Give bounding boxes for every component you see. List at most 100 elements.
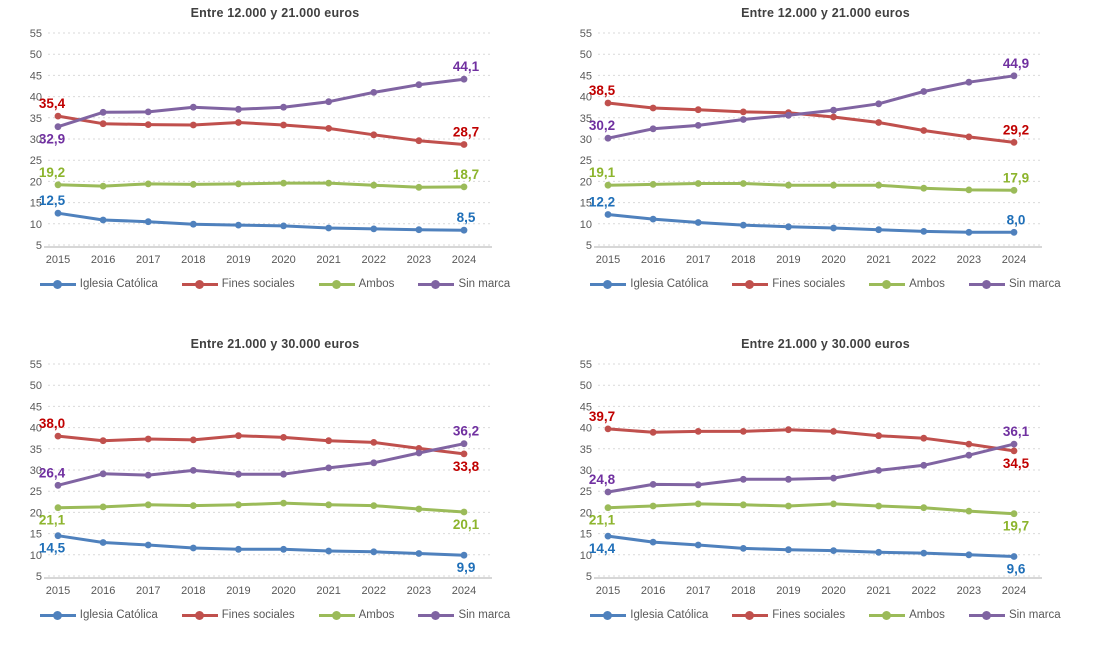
- legend-marker-dot: [981, 279, 991, 289]
- y-axis-tick-label: 50: [580, 380, 592, 392]
- data-point-fines-sociales: [785, 426, 792, 434]
- data-point-fines-sociales: [280, 434, 287, 441]
- data-label-end-ambos: 19,7: [1003, 519, 1029, 534]
- y-axis-tick-label: 20: [580, 507, 592, 519]
- y-axis-tick-label: 10: [580, 550, 592, 562]
- data-label-start-iglesia-catolica: 12,2: [589, 194, 615, 209]
- data-point-ambos: [920, 504, 928, 512]
- legend-marker-dot: [981, 610, 991, 620]
- x-axis-tick-label: 2016: [91, 254, 115, 266]
- y-axis-tick-label: 35: [30, 444, 42, 456]
- data-point-sin-marca: [875, 467, 883, 474]
- data-point-iglesia-catolica: [235, 545, 242, 553]
- data-point-sin-marca: [965, 451, 973, 459]
- legend-marker-dot: [52, 279, 62, 289]
- data-point-iglesia-catolica: [144, 218, 152, 226]
- y-axis-tick-label: 35: [30, 113, 42, 125]
- legend-line-marker-icon: [318, 610, 355, 620]
- legend-line-marker-icon: [732, 610, 769, 620]
- data-point-sin-marca: [370, 89, 378, 96]
- y-axis-tick-label: 25: [580, 486, 592, 498]
- data-point-fines-sociales: [235, 432, 242, 440]
- data-point-fines-sociales: [830, 113, 837, 121]
- data-point-iglesia-catolica: [325, 224, 333, 232]
- legend-item-label: Sin marca: [458, 278, 511, 290]
- y-axis-tick-label: 30: [30, 134, 42, 146]
- data-point-fines-sociales: [99, 120, 107, 128]
- chart-legend: Iglesia Católica Fines sociales Ambos Sin m…: [550, 609, 1101, 621]
- legend-item-label: Fines sociales: [221, 278, 295, 290]
- data-point-iglesia-catolica: [370, 548, 378, 556]
- legend-item-iglesia-catolica: Iglesia Católica: [590, 609, 708, 621]
- data-point-ambos: [325, 501, 333, 509]
- y-axis-tick-label: 25: [30, 155, 42, 167]
- x-axis-tick-label: 2023: [407, 254, 431, 266]
- data-point-sin-marca: [235, 105, 242, 113]
- legend-marker-dot: [745, 610, 755, 620]
- data-point-fines-sociales: [415, 137, 423, 145]
- data-label-start-sin-marca: 26,4: [39, 465, 66, 480]
- y-axis-tick-label: 25: [580, 155, 592, 167]
- data-label-start-sin-marca: 30,2: [589, 118, 615, 133]
- data-label-end-sin-marca: 36,2: [453, 424, 479, 439]
- data-point-fines-sociales: [920, 127, 928, 134]
- data-point-sin-marca: [785, 111, 792, 119]
- data-point-fines-sociales: [694, 428, 702, 435]
- data-point-ambos: [694, 180, 702, 187]
- legend-marker-dot: [331, 610, 341, 620]
- y-axis-tick-label: 10: [30, 550, 42, 562]
- legend-line-marker-icon: [318, 279, 355, 289]
- chart-title: Entre 12.000 y 21.000 euros: [741, 6, 910, 20]
- y-axis-tick-label: 45: [580, 401, 592, 413]
- x-axis-tick-label: 2020: [271, 585, 295, 597]
- x-axis-tick-label: 2017: [686, 585, 710, 597]
- data-label-end-fines-sociales: 29,2: [1003, 122, 1029, 137]
- x-axis-tick-label: 2024: [452, 585, 476, 597]
- data-point-fines-sociales: [1010, 139, 1018, 146]
- y-axis-tick-label: 10: [580, 219, 592, 231]
- data-point-sin-marca: [875, 100, 883, 108]
- x-axis-tick-label: 2019: [776, 254, 800, 266]
- x-axis-tick-label: 2017: [686, 254, 710, 266]
- data-point-fines-sociales: [325, 437, 333, 445]
- y-axis-tick-label: 25: [30, 486, 42, 498]
- data-point-fines-sociales: [875, 119, 883, 126]
- data-point-ambos: [604, 504, 612, 512]
- legend-item-iglesia-catolica: Iglesia Católica: [39, 278, 158, 290]
- x-axis-tick-label: 2024: [452, 254, 476, 266]
- data-point-sin-marca: [1010, 72, 1018, 80]
- data-point-iglesia-catolica: [325, 547, 333, 555]
- y-axis-tick-label: 35: [580, 113, 592, 125]
- data-point-ambos: [694, 500, 702, 508]
- data-label-start-iglesia-catolica: 12,5: [39, 193, 66, 208]
- data-point-ambos: [54, 181, 62, 189]
- series-line-iglesia-catolica: [606, 213, 1016, 234]
- data-point-fines-sociales: [830, 428, 837, 435]
- data-point-sin-marca: [694, 122, 702, 129]
- y-axis-tick-label: 5: [586, 571, 592, 583]
- legend-marker-dot: [745, 279, 755, 289]
- x-axis-tick-label: 2023: [957, 585, 981, 597]
- chart-legend: Iglesia Católica Fines sociales Ambos Sin m…: [0, 609, 550, 621]
- data-label-end-sin-marca: 44,9: [1003, 56, 1029, 71]
- data-label-start-fines-sociales: 38,0: [39, 416, 65, 431]
- y-axis-tick-label: 55: [580, 359, 592, 371]
- data-point-sin-marca: [460, 75, 468, 83]
- data-label-end-fines-sociales: 34,5: [1003, 456, 1030, 471]
- y-axis-tick-label: 35: [580, 444, 592, 456]
- data-point-fines-sociales: [54, 112, 62, 120]
- legend-item-label: Sin marca: [1008, 609, 1061, 621]
- legend-marker-dot: [431, 610, 441, 620]
- y-axis-tick-label: 30: [30, 465, 42, 477]
- legend-line-marker-icon: [181, 279, 218, 289]
- legend-line-marker-icon: [968, 279, 1005, 289]
- data-label-start-ambos: 21,1: [589, 513, 616, 528]
- legend-line-marker-icon: [418, 610, 455, 620]
- legend-line-marker-icon: [39, 279, 76, 289]
- data-point-sin-marca: [99, 470, 107, 478]
- x-axis-tick-label: 2015: [46, 585, 70, 597]
- data-point-iglesia-catolica: [280, 222, 287, 230]
- series-line-fines-sociales: [56, 434, 466, 456]
- data-point-sin-marca: [739, 116, 747, 123]
